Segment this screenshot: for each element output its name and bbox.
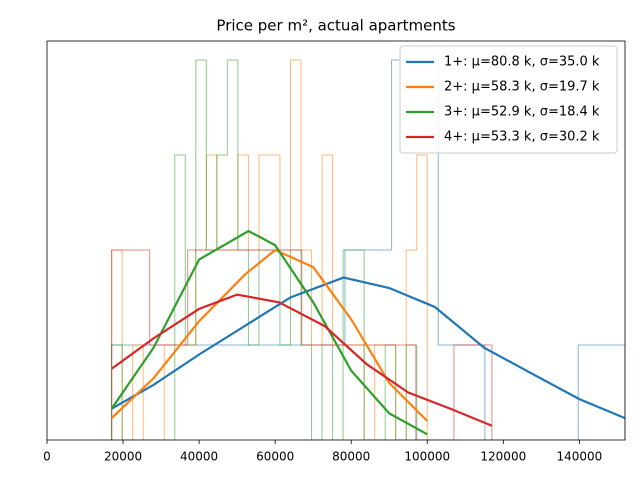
histogram-step [247, 250, 259, 346]
histogram-step [416, 154, 428, 440]
histogram-step [205, 154, 217, 250]
histogram-step [311, 250, 323, 346]
axes-frame [46, 40, 626, 441]
legend-label: 2+: μ=58.3 k, σ=19.7 k [444, 80, 600, 95]
histogram-step [344, 249, 392, 345]
histogram-step [384, 344, 396, 440]
histogram-step [216, 154, 228, 250]
x-tick-label: 20000 [104, 450, 142, 464]
histogram-step [321, 344, 333, 440]
x-tick-label: 140000 [556, 450, 602, 464]
legend-label: 3+: μ=52.9 k, σ=18.4 k [444, 105, 600, 120]
x-tick-label: 80000 [332, 450, 370, 464]
histogram-step [363, 250, 375, 440]
histogram-step [332, 155, 344, 346]
histogram-step [342, 249, 354, 440]
histogram-step [121, 250, 133, 440]
histogram-step [226, 59, 238, 155]
histogram-step [395, 345, 407, 440]
histogram-step [132, 344, 144, 440]
chart-title: Price per m², actual apartments [216, 17, 455, 35]
histogram-step [332, 345, 344, 440]
histogram-step [416, 345, 428, 440]
histogram-step [149, 250, 188, 346]
legend-label: 1+: μ=80.8 k, σ=35.0 k [444, 55, 600, 70]
x-tick-label: 40000 [180, 450, 218, 464]
histogram-step [289, 59, 302, 250]
histogram-step [258, 154, 270, 250]
histogram-step [279, 250, 291, 346]
histogram-step [577, 344, 625, 440]
histogram-step [311, 345, 323, 440]
x-tick-label: 60000 [256, 450, 294, 464]
histogram-step [216, 155, 228, 251]
legend-box [399, 45, 618, 154]
histogram-step [279, 155, 291, 251]
histogram-step [301, 250, 340, 346]
histogram-step [195, 59, 207, 345]
histogram-step [300, 60, 312, 251]
histogram-step [111, 344, 123, 440]
x-tick-label: 100000 [404, 450, 450, 464]
histogram-step [484, 345, 532, 440]
histogram-step [258, 249, 270, 345]
fit-line [110, 293, 493, 427]
fit-line [110, 229, 428, 436]
x-tick-label: 120000 [480, 450, 526, 464]
legend-label: 4+: μ=53.3 k, σ=30.2 k [444, 130, 600, 145]
x-tick-label: 0 [43, 450, 51, 464]
histogram-step [453, 344, 493, 440]
histogram-step [111, 249, 150, 440]
fit-line [110, 248, 429, 422]
histogram-step [121, 345, 133, 440]
histogram-step [415, 345, 454, 440]
histogram-step [142, 345, 154, 440]
plot-area [110, 59, 625, 440]
histogram-step [187, 249, 226, 345]
histogram-step [321, 154, 333, 345]
fit-line [111, 276, 625, 420]
histogram-step [111, 344, 159, 440]
